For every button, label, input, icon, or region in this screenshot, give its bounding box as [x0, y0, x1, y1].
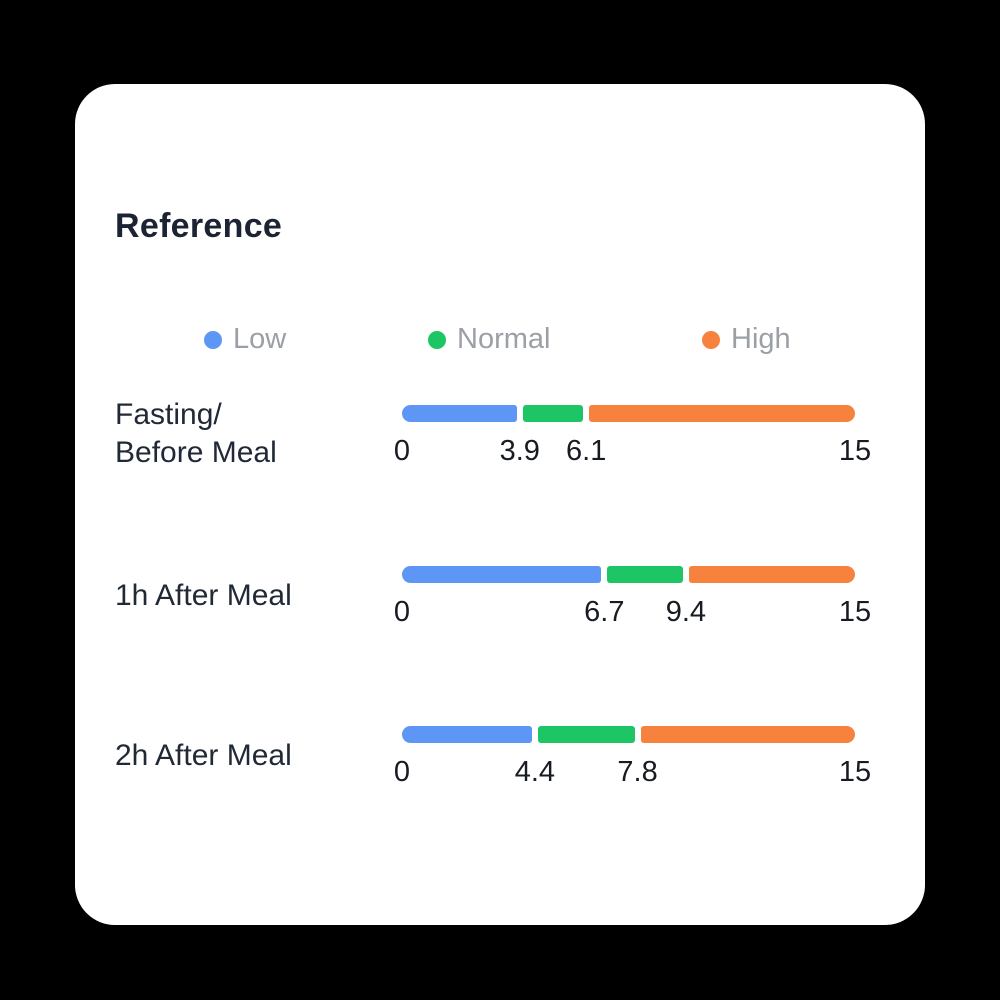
range-bar-chart: 0 6.7 9.4 15 — [394, 566, 871, 646]
bar-segment-normal — [522, 405, 584, 422]
row-label: Fasting/ Before Meal — [115, 398, 277, 469]
tick-label: 3.9 — [499, 435, 540, 467]
bar-segment-low — [402, 566, 602, 583]
tick-label: 7.8 — [617, 756, 658, 788]
legend-item-normal: Normal — [428, 323, 550, 356]
range-bar-chart: 0 4.4 7.8 15 — [394, 726, 871, 806]
tick-label: 15 — [838, 435, 872, 467]
legend-item-label: Normal — [457, 323, 551, 355]
tick-label: 15 — [838, 756, 872, 788]
reference-row: 1h After Meal 0 6.7 9.4 15 — [75, 566, 925, 666]
tick-label: 0 — [393, 756, 411, 788]
bar-segment-normal — [537, 726, 635, 743]
tick-label: 4.4 — [514, 756, 556, 788]
bar-segment-normal — [607, 566, 683, 583]
legend-item-label: High — [731, 323, 791, 355]
range-bar — [402, 726, 855, 743]
range-bar — [402, 566, 855, 583]
bar-segment-high — [640, 726, 855, 743]
legend-dot-icon — [204, 330, 222, 349]
legend-item-label: Low — [233, 323, 287, 355]
reference-card: Reference Low Normal High Fasting/ Befor… — [75, 84, 925, 925]
legend-item-low: Low — [204, 323, 286, 356]
legend-item-high: High — [702, 323, 791, 356]
tick-label: 6.7 — [584, 596, 625, 628]
bar-segment-high — [589, 405, 855, 422]
reference-row: Fasting/ Before Meal 0 3.9 6.1 15 — [75, 398, 925, 505]
bar-segment-high — [688, 566, 855, 583]
range-bar — [402, 405, 855, 422]
range-bar-chart: 0 3.9 6.1 15 — [394, 405, 871, 485]
reference-row: 2h After Meal 0 4.4 7.8 15 — [75, 726, 925, 826]
tick-label: 6.1 — [566, 435, 607, 467]
legend-dot-icon — [702, 330, 720, 349]
row-label: 2h After Meal — [115, 739, 292, 772]
tick-label: 0 — [393, 435, 411, 467]
card-title: Reference — [115, 207, 283, 245]
tick-label: 15 — [838, 596, 872, 628]
row-label: 1h After Meal — [115, 579, 292, 612]
legend-dot-icon — [428, 330, 446, 349]
tick-label: 0 — [393, 596, 411, 628]
bar-segment-low — [402, 405, 517, 422]
bar-segment-low — [402, 726, 532, 743]
tick-label: 9.4 — [665, 596, 707, 628]
